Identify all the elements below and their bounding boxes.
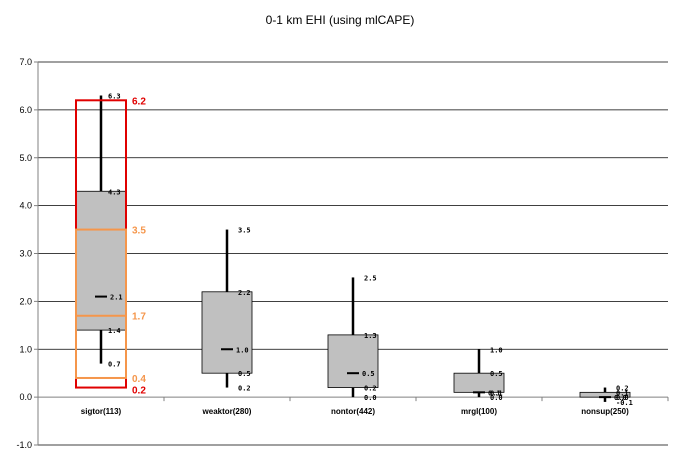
q3-label: 4.3 — [108, 188, 121, 196]
max-label: 3.5 — [238, 227, 251, 235]
interquartile-box — [201, 291, 253, 374]
box-nontor: 0.5 1.3 0.2 2.5 0.0 — [327, 274, 379, 402]
y-axis-ticks: -1.0 0.0 1.0 2.0 3.0 4.0 5.0 6.0 7.0 — [16, 57, 38, 450]
inner-range-box: 3.5 1.7 0.4 — [75, 226, 146, 385]
box-series: 2.1 4.3 1.4 6.3 0.7 1.0 2.2 0.5 3.5 0.2 0.5 1.3 0.2 2… — [75, 93, 633, 407]
q1-label: 0.1 — [490, 389, 503, 397]
min-label: -0.1 — [616, 399, 633, 407]
q1-label: 1.4 — [108, 327, 121, 335]
y-tick-label: 6.0 — [19, 105, 32, 115]
category-label: sigtor(113) — [81, 407, 122, 416]
max-label: 0.2 — [616, 385, 629, 393]
q3-label: 1.3 — [364, 332, 377, 340]
y-tick-label: 7.0 — [19, 57, 32, 67]
category-labels: sigtor(113) weaktor(280) nontor(442) mrgl(1… — [81, 407, 629, 416]
y-tick-label: 2.0 — [19, 296, 32, 306]
annotation-overlay: 6.2 0.2 3.5 1.7 0.4 — [75, 96, 146, 397]
q3-label: 0.5 — [490, 370, 503, 378]
y-tick-label: 1.0 — [19, 344, 32, 354]
category-label: mrgl(100) — [461, 407, 497, 416]
q1-label: 0.0 — [616, 394, 629, 402]
chart-title: 0-1 km EHI (using mlCAPE) — [266, 13, 415, 27]
outer-low-label: 0.2 — [132, 386, 146, 397]
min-label: 0.0 — [490, 394, 503, 402]
box-nonsup: 0.00.10.00.2-0.1 — [579, 385, 633, 407]
min-label: 0.2 — [238, 385, 251, 393]
median-label: 0.0 — [614, 394, 627, 402]
median-label: 2.1 — [110, 294, 123, 302]
max-label: 2.5 — [364, 274, 377, 282]
min-label: 0.7 — [108, 361, 121, 369]
category-label: nonsup(250) — [581, 407, 629, 416]
inner-low-label: 0.4 — [132, 374, 146, 385]
y-tick-label: 0.0 — [19, 392, 32, 402]
outer-high-label: 6.2 — [132, 96, 146, 107]
category-label: weaktor(280) — [202, 407, 252, 416]
median-label: 0.5 — [362, 370, 375, 378]
interquartile-box — [327, 334, 379, 388]
median-label: 1.0 — [236, 346, 249, 354]
box-mrgl: 0.10.50.11.00.0 — [453, 346, 505, 402]
q3-label: 2.2 — [238, 289, 251, 297]
q1-label: 0.5 — [238, 370, 251, 378]
inner-range-rect — [75, 228, 127, 379]
median-label: 0.1 — [488, 389, 501, 397]
max-label: 6.3 — [108, 93, 121, 101]
inner-q1-label: 1.7 — [132, 312, 146, 323]
inner-high-label: 3.5 — [132, 226, 146, 237]
x-axis-ticks — [37, 397, 669, 402]
interquartile-box — [75, 190, 127, 331]
y-tick-label: -1.0 — [16, 440, 32, 450]
q3-label: 0.1 — [616, 389, 629, 397]
max-label: 1.0 — [490, 346, 503, 354]
y-tick-label: 4.0 — [19, 201, 32, 211]
y-tick-label: 3.0 — [19, 249, 32, 259]
box-weaktor: 1.0 2.2 0.5 3.5 0.2 — [201, 227, 253, 393]
min-label: 0.0 — [364, 394, 377, 402]
q1-label: 0.2 — [364, 385, 377, 393]
category-label: nontor(442) — [331, 407, 375, 416]
y-tick-label: 5.0 — [19, 153, 32, 163]
